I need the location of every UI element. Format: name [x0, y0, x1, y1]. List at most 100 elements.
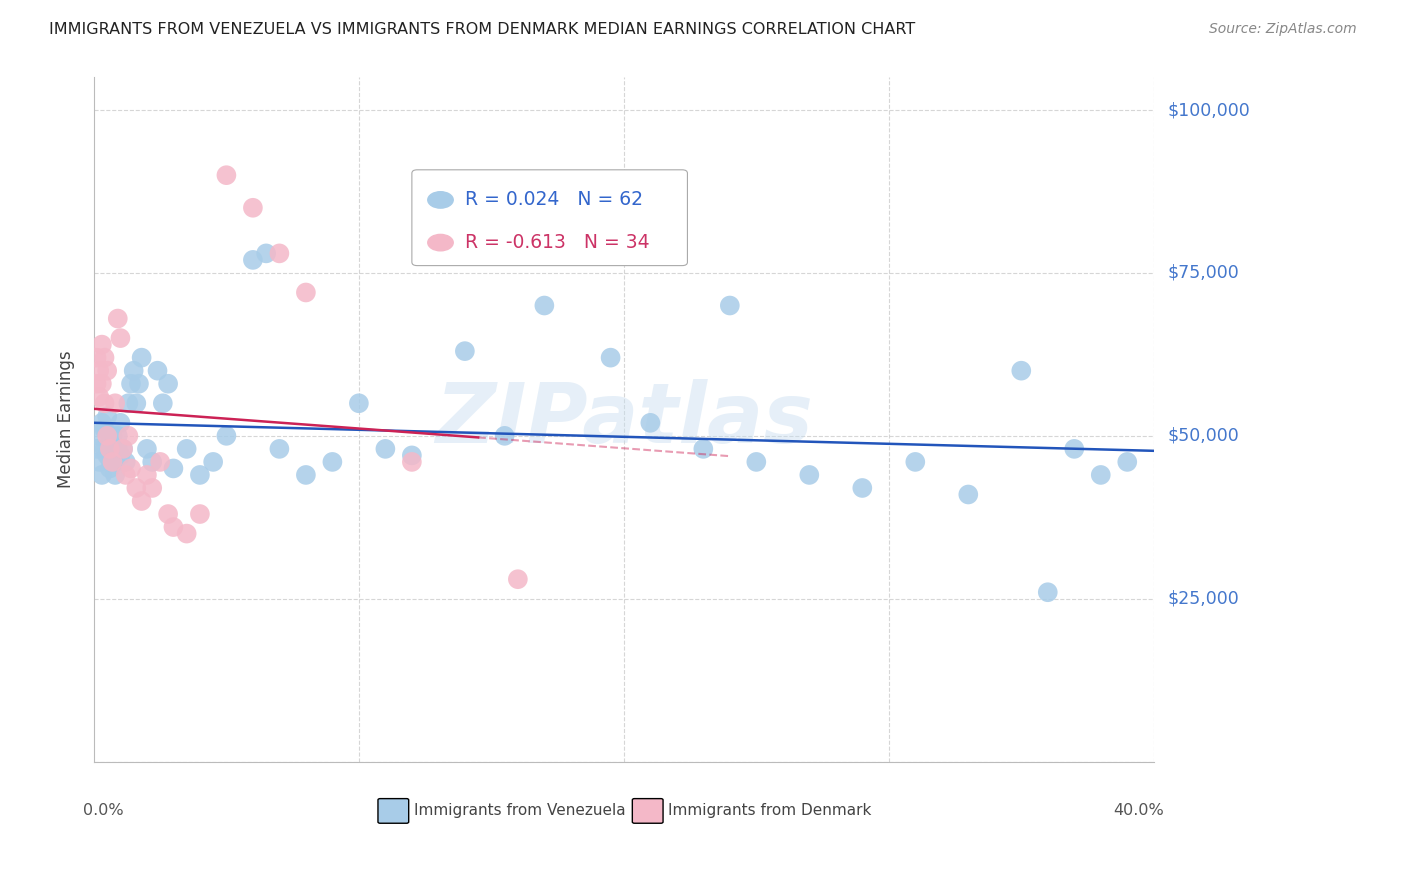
Point [149, 455, 172, 469]
Point [89, 390, 111, 404]
Point [101, 429, 124, 443]
Point [98, 435, 121, 450]
Point [374, 442, 396, 456]
Point [851, 481, 873, 495]
Point [96, 449, 118, 463]
Point [131, 351, 153, 365]
Point [242, 201, 264, 215]
Point [90, 376, 112, 391]
Point [117, 396, 139, 410]
Point [90, 416, 112, 430]
Point [107, 311, 129, 326]
Point [718, 299, 741, 313]
Point [506, 572, 529, 586]
Point [114, 455, 136, 469]
Point [86, 442, 108, 456]
Circle shape [427, 192, 453, 208]
Point [1116, 455, 1139, 469]
Point [162, 461, 184, 475]
Point [640, 416, 662, 430]
Point [745, 455, 768, 469]
Point [104, 396, 127, 410]
Point [176, 442, 198, 456]
Point [401, 449, 423, 463]
Point [96, 409, 118, 424]
Point [107, 429, 129, 443]
Point [117, 429, 139, 443]
Point [242, 252, 264, 267]
Point [104, 467, 127, 482]
Point [93, 396, 115, 410]
Point [269, 442, 291, 456]
Point [89, 429, 111, 443]
Point [1010, 364, 1032, 378]
Point [188, 467, 211, 482]
Text: 40.0%: 40.0% [1114, 803, 1164, 818]
FancyBboxPatch shape [633, 798, 664, 823]
Point [692, 442, 714, 456]
Circle shape [427, 235, 453, 251]
Point [347, 396, 370, 410]
Point [295, 467, 318, 482]
Point [122, 364, 145, 378]
Point [131, 494, 153, 508]
Point [110, 449, 132, 463]
Point [114, 467, 136, 482]
Point [89, 364, 111, 378]
Text: $50,000: $50,000 [1167, 427, 1240, 445]
Point [599, 351, 621, 365]
Point [112, 442, 135, 456]
Point [799, 467, 821, 482]
Text: ZIPatlas: ZIPatlas [434, 379, 813, 460]
Point [135, 442, 157, 456]
Text: $100,000: $100,000 [1167, 101, 1250, 119]
Point [86, 376, 108, 391]
Text: R = -0.613   N = 34: R = -0.613 N = 34 [465, 233, 650, 252]
Point [1063, 442, 1085, 456]
Point [89, 455, 111, 469]
Point [269, 246, 291, 260]
Point [176, 526, 198, 541]
Point [295, 285, 318, 300]
Point [98, 442, 121, 456]
Point [321, 455, 343, 469]
Point [120, 461, 142, 475]
Y-axis label: Median Earnings: Median Earnings [58, 351, 75, 488]
Point [215, 429, 238, 443]
Point [188, 507, 211, 521]
FancyBboxPatch shape [412, 169, 688, 266]
Point [904, 455, 927, 469]
Point [157, 507, 180, 521]
Point [454, 344, 477, 359]
FancyBboxPatch shape [378, 798, 409, 823]
Point [146, 364, 169, 378]
Text: Source: ZipAtlas.com: Source: ZipAtlas.com [1209, 22, 1357, 37]
Point [98, 461, 121, 475]
Point [90, 467, 112, 482]
Point [101, 442, 124, 456]
Point [96, 429, 118, 443]
Point [157, 376, 180, 391]
Text: Immigrants from Denmark: Immigrants from Denmark [668, 804, 872, 819]
Point [104, 455, 127, 469]
Point [162, 520, 184, 534]
Point [128, 376, 150, 391]
Point [93, 442, 115, 456]
Point [90, 337, 112, 351]
Point [957, 487, 980, 501]
Text: Immigrants from Venezuela: Immigrants from Venezuela [413, 804, 626, 819]
Point [110, 416, 132, 430]
Point [494, 429, 516, 443]
Point [110, 331, 132, 345]
Point [93, 351, 115, 365]
Point [533, 299, 555, 313]
Text: 0.0%: 0.0% [83, 803, 124, 818]
Point [101, 455, 124, 469]
Point [215, 168, 238, 182]
Point [93, 422, 115, 436]
Text: IMMIGRANTS FROM VENEZUELA VS IMMIGRANTS FROM DENMARK MEDIAN EARNINGS CORRELATION: IMMIGRANTS FROM VENEZUELA VS IMMIGRANTS … [49, 22, 915, 37]
Point [1090, 467, 1112, 482]
Point [125, 481, 148, 495]
Point [107, 442, 129, 456]
Text: $25,000: $25,000 [1167, 590, 1240, 607]
